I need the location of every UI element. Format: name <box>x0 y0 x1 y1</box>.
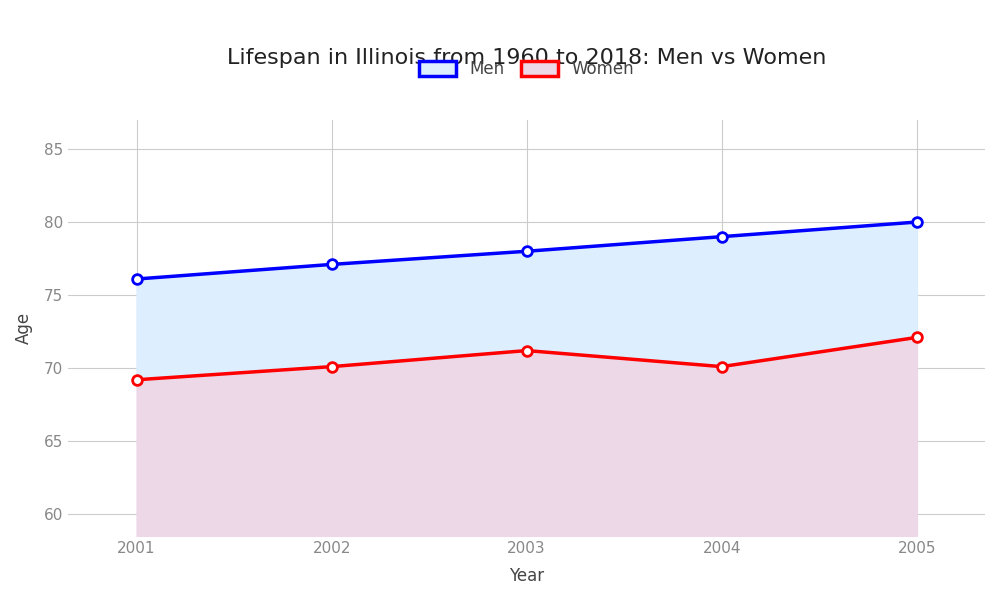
Legend: Men, Women: Men, Women <box>413 53 641 85</box>
Y-axis label: Age: Age <box>15 312 33 344</box>
Title: Lifespan in Illinois from 1960 to 2018: Men vs Women: Lifespan in Illinois from 1960 to 2018: … <box>227 48 826 68</box>
X-axis label: Year: Year <box>509 567 544 585</box>
